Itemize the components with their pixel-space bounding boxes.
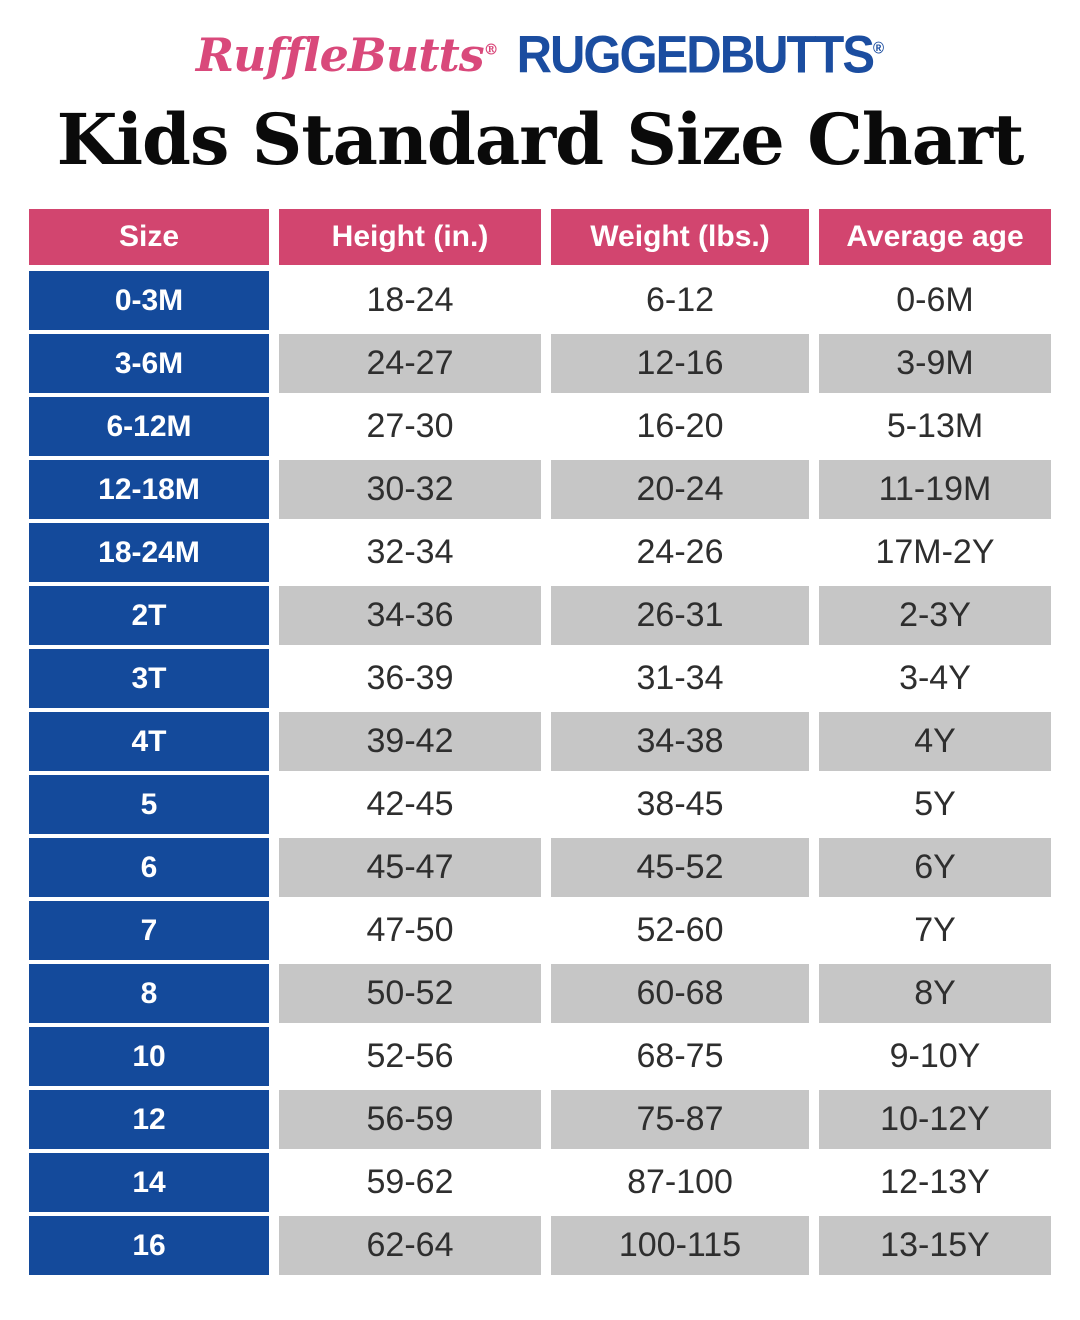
table-body: 0-3M 18-24 6-12 0-6M 3-6M 24-27 12-16 3-… [29, 271, 1080, 1276]
weight-cell: 20-24 [551, 460, 809, 520]
table-row: 3-6M 24-27 12-16 3-9M [29, 334, 1051, 394]
size-cell: 0-3M [29, 271, 269, 331]
table-row: 18-24M 32-34 24-26 17M-2Y [29, 523, 1051, 583]
weight-cell: 34-38 [551, 712, 809, 772]
weight-cell: 38-45 [551, 775, 809, 835]
header-size: Size [29, 209, 269, 266]
rufflebutts-logo-text: RuffleButts [195, 28, 485, 82]
height-cell: 18-24 [279, 271, 541, 331]
table-row: 5 42-45 38-45 5Y [29, 775, 1051, 835]
height-cell: 52-56 [279, 1027, 541, 1087]
table-row: 14 59-62 87-100 12-13Y [29, 1153, 1051, 1213]
height-cell: 39-42 [279, 712, 541, 772]
height-cell: 24-27 [279, 334, 541, 394]
table-row: 4T 39-42 34-38 4Y [29, 712, 1051, 772]
size-cell: 14 [29, 1153, 269, 1213]
size-cell: 6-12M [29, 397, 269, 457]
height-cell: 36-39 [279, 649, 541, 709]
weight-cell: 12-16 [551, 334, 809, 394]
table-header-row: Size Height (in.) Weight (lbs.) Average … [29, 209, 1051, 266]
brand-logos: RuffleButts® RUGGEDBUTTS® [0, 0, 1080, 85]
age-cell: 7Y [819, 901, 1051, 961]
height-cell: 34-36 [279, 586, 541, 646]
height-cell: 47-50 [279, 901, 541, 961]
size-cell: 2T [29, 586, 269, 646]
size-cell: 5 [29, 775, 269, 835]
table-row: 16 62-64 100-115 13-15Y [29, 1216, 1051, 1276]
table-row: 7 47-50 52-60 7Y [29, 901, 1051, 961]
age-cell: 2-3Y [819, 586, 1051, 646]
height-cell: 30-32 [279, 460, 541, 520]
height-cell: 56-59 [279, 1090, 541, 1150]
age-cell: 8Y [819, 964, 1051, 1024]
table-row: 0-3M 18-24 6-12 0-6M [29, 271, 1051, 331]
size-cell: 12-18M [29, 460, 269, 520]
age-cell: 17M-2Y [819, 523, 1051, 583]
age-cell: 5Y [819, 775, 1051, 835]
ruggedbutts-logo: RUGGEDBUTTS® [517, 25, 884, 85]
weight-cell: 100-115 [551, 1216, 809, 1276]
height-cell: 50-52 [279, 964, 541, 1024]
weight-cell: 26-31 [551, 586, 809, 646]
age-cell: 10-12Y [819, 1090, 1051, 1150]
rufflebutts-logo: RuffleButts® [196, 28, 499, 82]
age-cell: 11-19M [819, 460, 1051, 520]
age-cell: 5-13M [819, 397, 1051, 457]
size-cell: 10 [29, 1027, 269, 1087]
table-row: 3T 36-39 31-34 3-4Y [29, 649, 1051, 709]
weight-cell: 87-100 [551, 1153, 809, 1213]
weight-cell: 45-52 [551, 838, 809, 898]
table-row: 12-18M 30-32 20-24 11-19M [29, 460, 1051, 520]
table-row: 12 56-59 75-87 10-12Y [29, 1090, 1051, 1150]
age-cell: 4Y [819, 712, 1051, 772]
header-height: Height (in.) [279, 209, 541, 266]
height-cell: 27-30 [279, 397, 541, 457]
age-cell: 12-13Y [819, 1153, 1051, 1213]
weight-cell: 6-12 [551, 271, 809, 331]
height-cell: 59-62 [279, 1153, 541, 1213]
age-cell: 3-9M [819, 334, 1051, 394]
age-cell: 0-6M [819, 271, 1051, 331]
weight-cell: 24-26 [551, 523, 809, 583]
size-cell: 3-6M [29, 334, 269, 394]
table-row: 10 52-56 68-75 9-10Y [29, 1027, 1051, 1087]
registered-trademark-icon: ® [483, 40, 499, 59]
table-row: 6-12M 27-30 16-20 5-13M [29, 397, 1051, 457]
size-cell: 7 [29, 901, 269, 961]
height-cell: 45-47 [279, 838, 541, 898]
weight-cell: 60-68 [551, 964, 809, 1024]
size-cell: 16 [29, 1216, 269, 1276]
age-cell: 6Y [819, 838, 1051, 898]
weight-cell: 52-60 [551, 901, 809, 961]
registered-trademark-icon: ® [873, 39, 885, 58]
age-cell: 3-4Y [819, 649, 1051, 709]
weight-cell: 31-34 [551, 649, 809, 709]
size-cell: 6 [29, 838, 269, 898]
weight-cell: 16-20 [551, 397, 809, 457]
weight-cell: 75-87 [551, 1090, 809, 1150]
age-cell: 9-10Y [819, 1027, 1051, 1087]
header-weight: Weight (lbs.) [551, 209, 809, 266]
ruggedbutts-logo-text: RUGGEDBUTTS [516, 25, 875, 85]
size-cell: 18-24M [29, 523, 269, 583]
size-cell: 3T [29, 649, 269, 709]
header-average-age: Average age [819, 209, 1051, 266]
weight-cell: 68-75 [551, 1027, 809, 1087]
age-cell: 13-15Y [819, 1216, 1051, 1276]
size-cell: 4T [29, 712, 269, 772]
size-cell: 12 [29, 1090, 269, 1150]
table-row: 2T 34-36 26-31 2-3Y [29, 586, 1051, 646]
table-row: 8 50-52 60-68 8Y [29, 964, 1051, 1024]
size-cell: 8 [29, 964, 269, 1024]
size-table: Size Height (in.) Weight (lbs.) Average … [0, 209, 1080, 1276]
height-cell: 62-64 [279, 1216, 541, 1276]
page-title: Kids Standard Size Chart [56, 98, 1025, 181]
height-cell: 42-45 [279, 775, 541, 835]
table-row: 6 45-47 45-52 6Y [29, 838, 1051, 898]
height-cell: 32-34 [279, 523, 541, 583]
